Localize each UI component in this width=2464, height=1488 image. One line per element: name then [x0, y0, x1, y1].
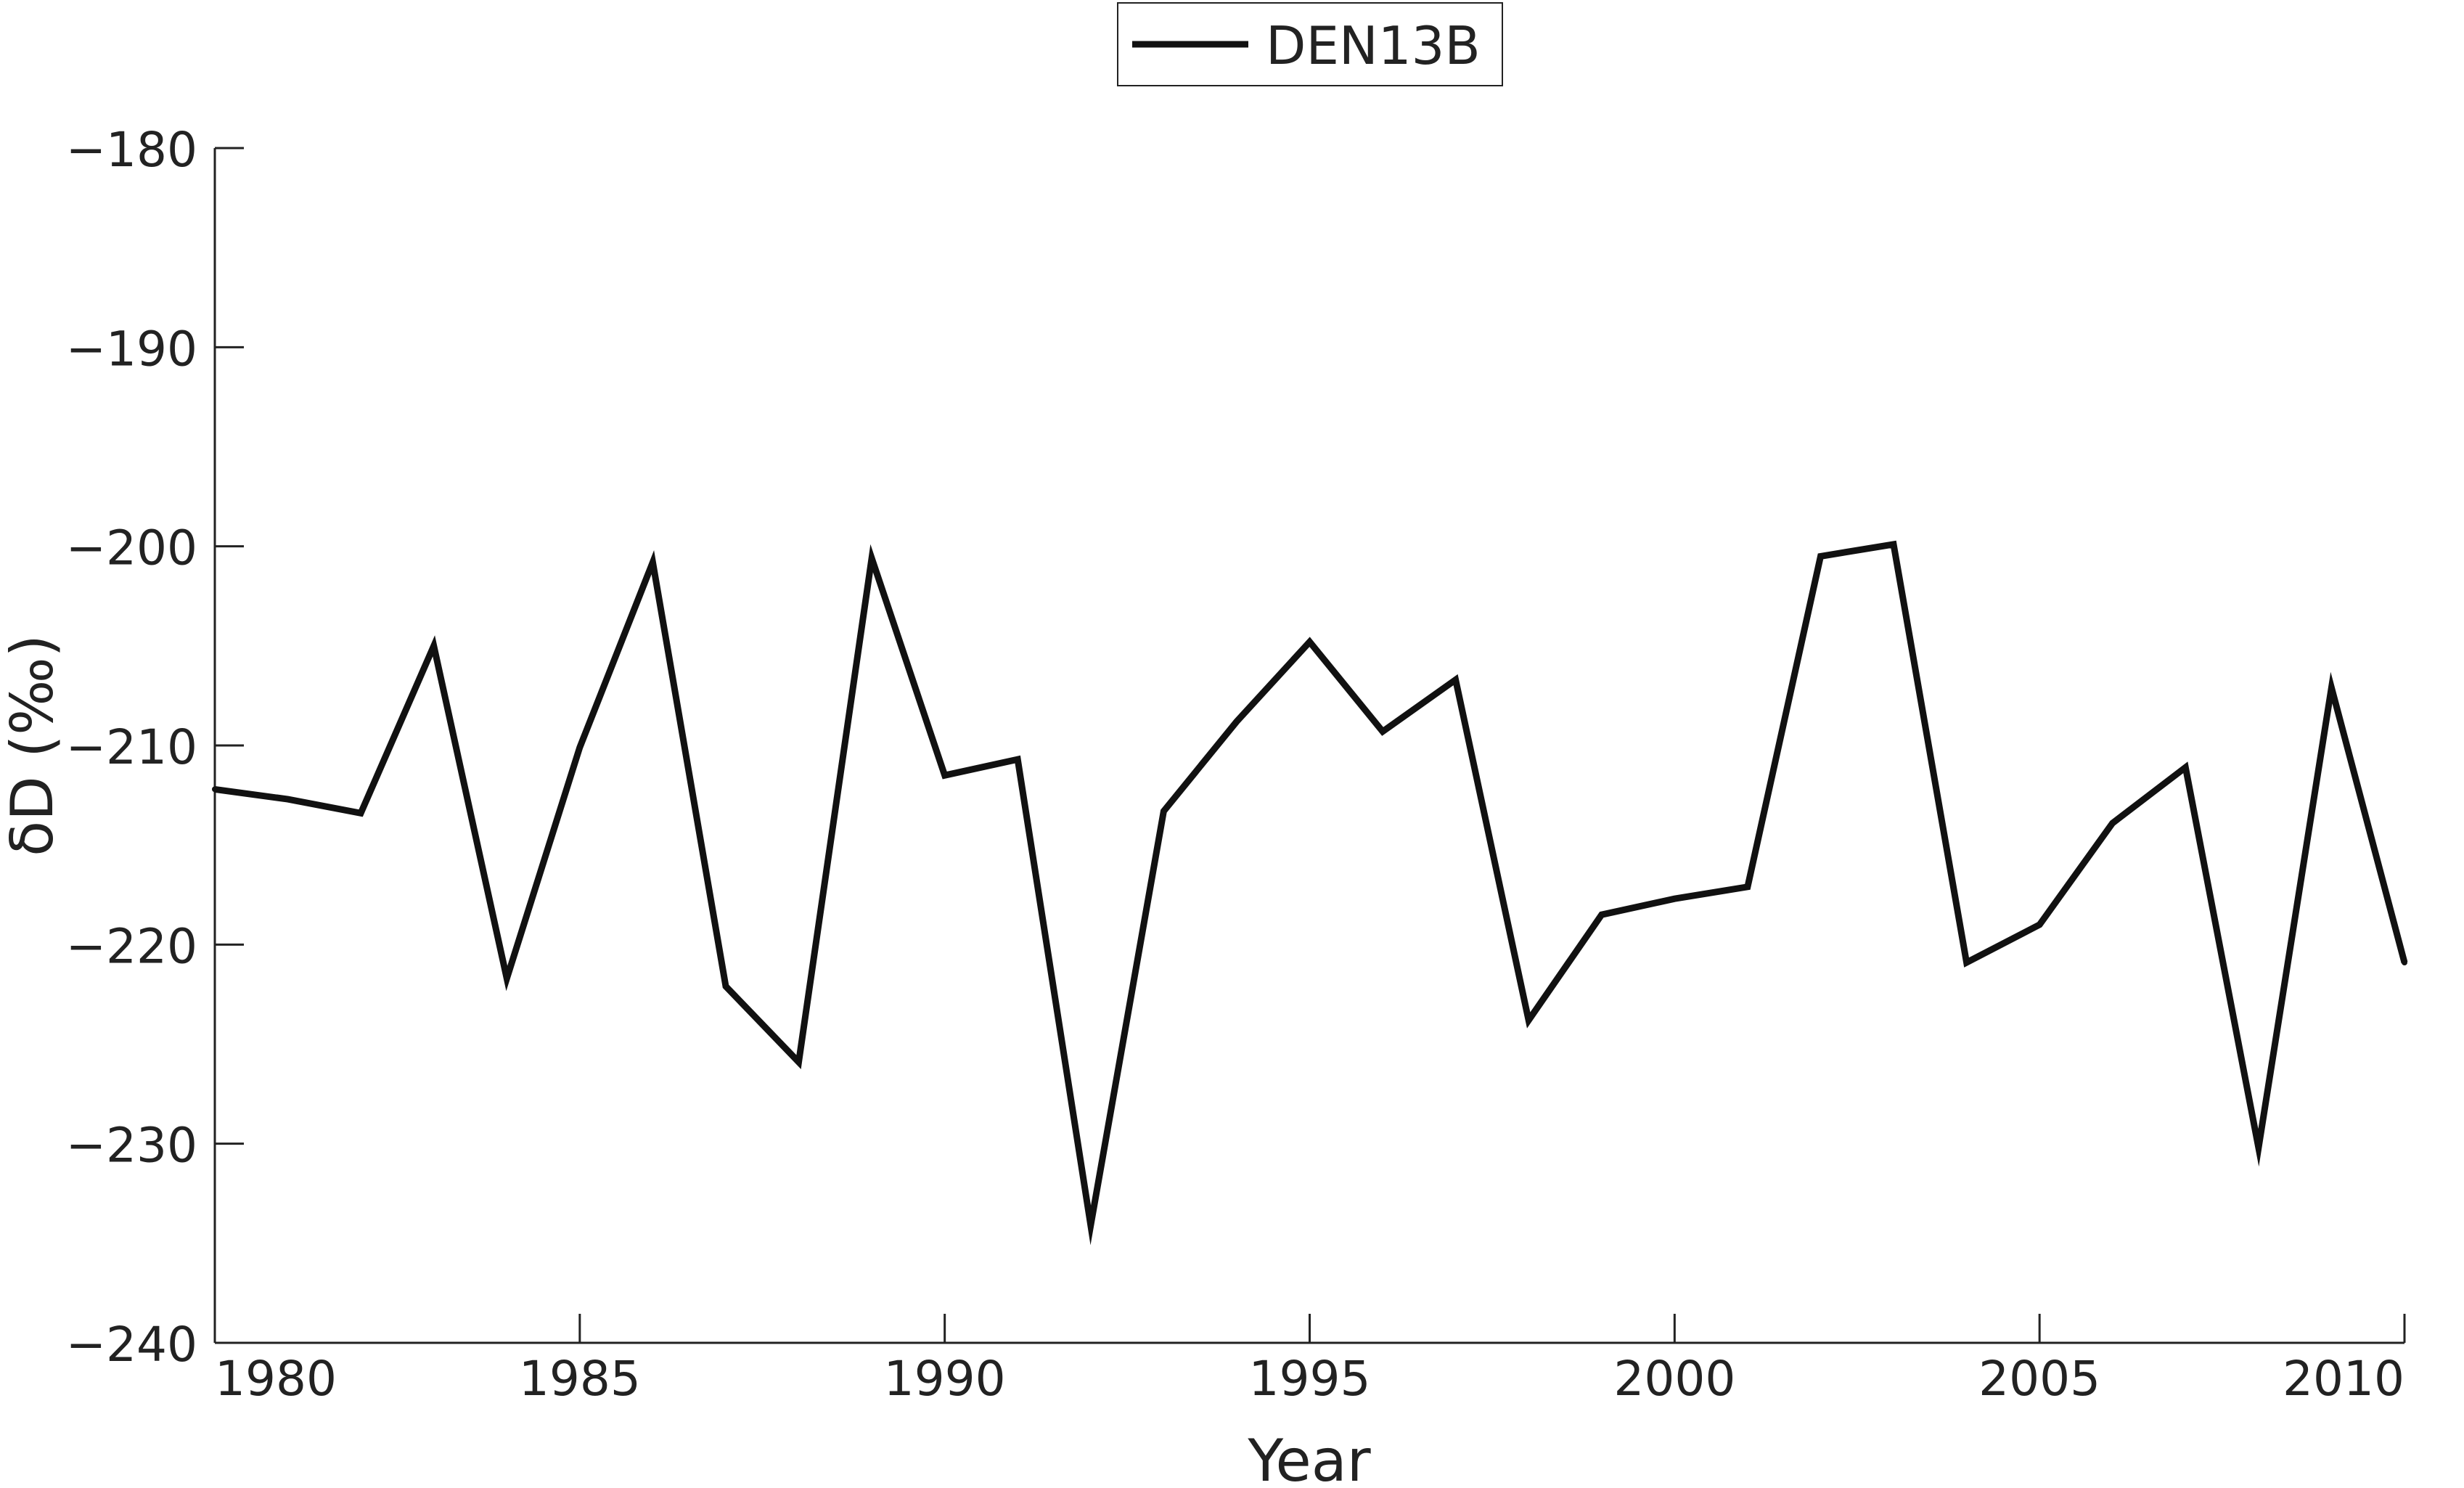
data-point	[795, 1059, 802, 1066]
data-point	[1380, 728, 1386, 735]
data-point	[1817, 553, 1824, 560]
series-layer	[212, 540, 2408, 1246]
data-point	[1452, 676, 1459, 683]
data-point	[1526, 1017, 1532, 1023]
data-point	[1087, 1222, 1094, 1229]
x-tick-label: 2010	[2283, 1351, 2404, 1407]
x-tick-label: 2000	[1613, 1351, 1735, 1407]
x-ticks: 1980 1985 1990 1995 2000 2005 2010	[213, 1314, 2406, 1407]
x-tick-label: 1985	[519, 1351, 641, 1407]
data-point	[941, 772, 948, 779]
data-point	[2182, 764, 2189, 771]
data-point	[1015, 756, 1021, 763]
x-tick-label: 1995	[1249, 1351, 1371, 1407]
data-point	[2037, 921, 2043, 928]
data-point	[2328, 684, 2335, 691]
data-point	[212, 786, 218, 793]
y-axis-label: δD (‰)	[0, 634, 66, 857]
data-point	[504, 975, 510, 981]
x-axis-label: Year	[1247, 1427, 1370, 1488]
data-point	[358, 810, 364, 817]
data-point	[2109, 819, 2116, 826]
axes	[213, 148, 2404, 1344]
y-tick-label: −180	[66, 122, 197, 178]
y-tick-label: −240	[66, 1317, 197, 1373]
data-point	[1306, 639, 1313, 645]
x-tick-label: 1980	[215, 1351, 337, 1407]
data-point	[722, 983, 729, 989]
data-point	[869, 555, 875, 562]
x-tick-label: 1990	[884, 1351, 1006, 1407]
data-point	[2402, 960, 2407, 966]
y-tick-label: −220	[66, 918, 197, 974]
series-line	[214, 540, 2408, 1246]
legend: DEN13B	[1117, 2, 1503, 86]
data-point	[1744, 883, 1751, 890]
data-point	[1598, 912, 1605, 918]
y-tick-label: −200	[66, 520, 197, 576]
y-ticks: −180 −190 −200 −210 −220 −230 −240	[66, 122, 244, 1373]
data-point	[1233, 719, 1240, 725]
data-point	[285, 796, 291, 803]
data-point	[1963, 960, 1970, 966]
data-point	[2255, 1145, 2262, 1151]
y-tick-label: −210	[66, 719, 197, 775]
y-tick-label: −190	[66, 321, 197, 377]
data-point	[430, 642, 437, 649]
legend-label: DEN13B	[1266, 15, 1481, 76]
x-tick-label: 2005	[1978, 1351, 2100, 1407]
data-point	[1671, 896, 1678, 902]
data-point	[1161, 808, 1167, 814]
data-point	[576, 744, 583, 751]
data-point	[650, 559, 656, 565]
data-point	[1891, 541, 1897, 547]
y-tick-label: −230	[66, 1118, 197, 1174]
